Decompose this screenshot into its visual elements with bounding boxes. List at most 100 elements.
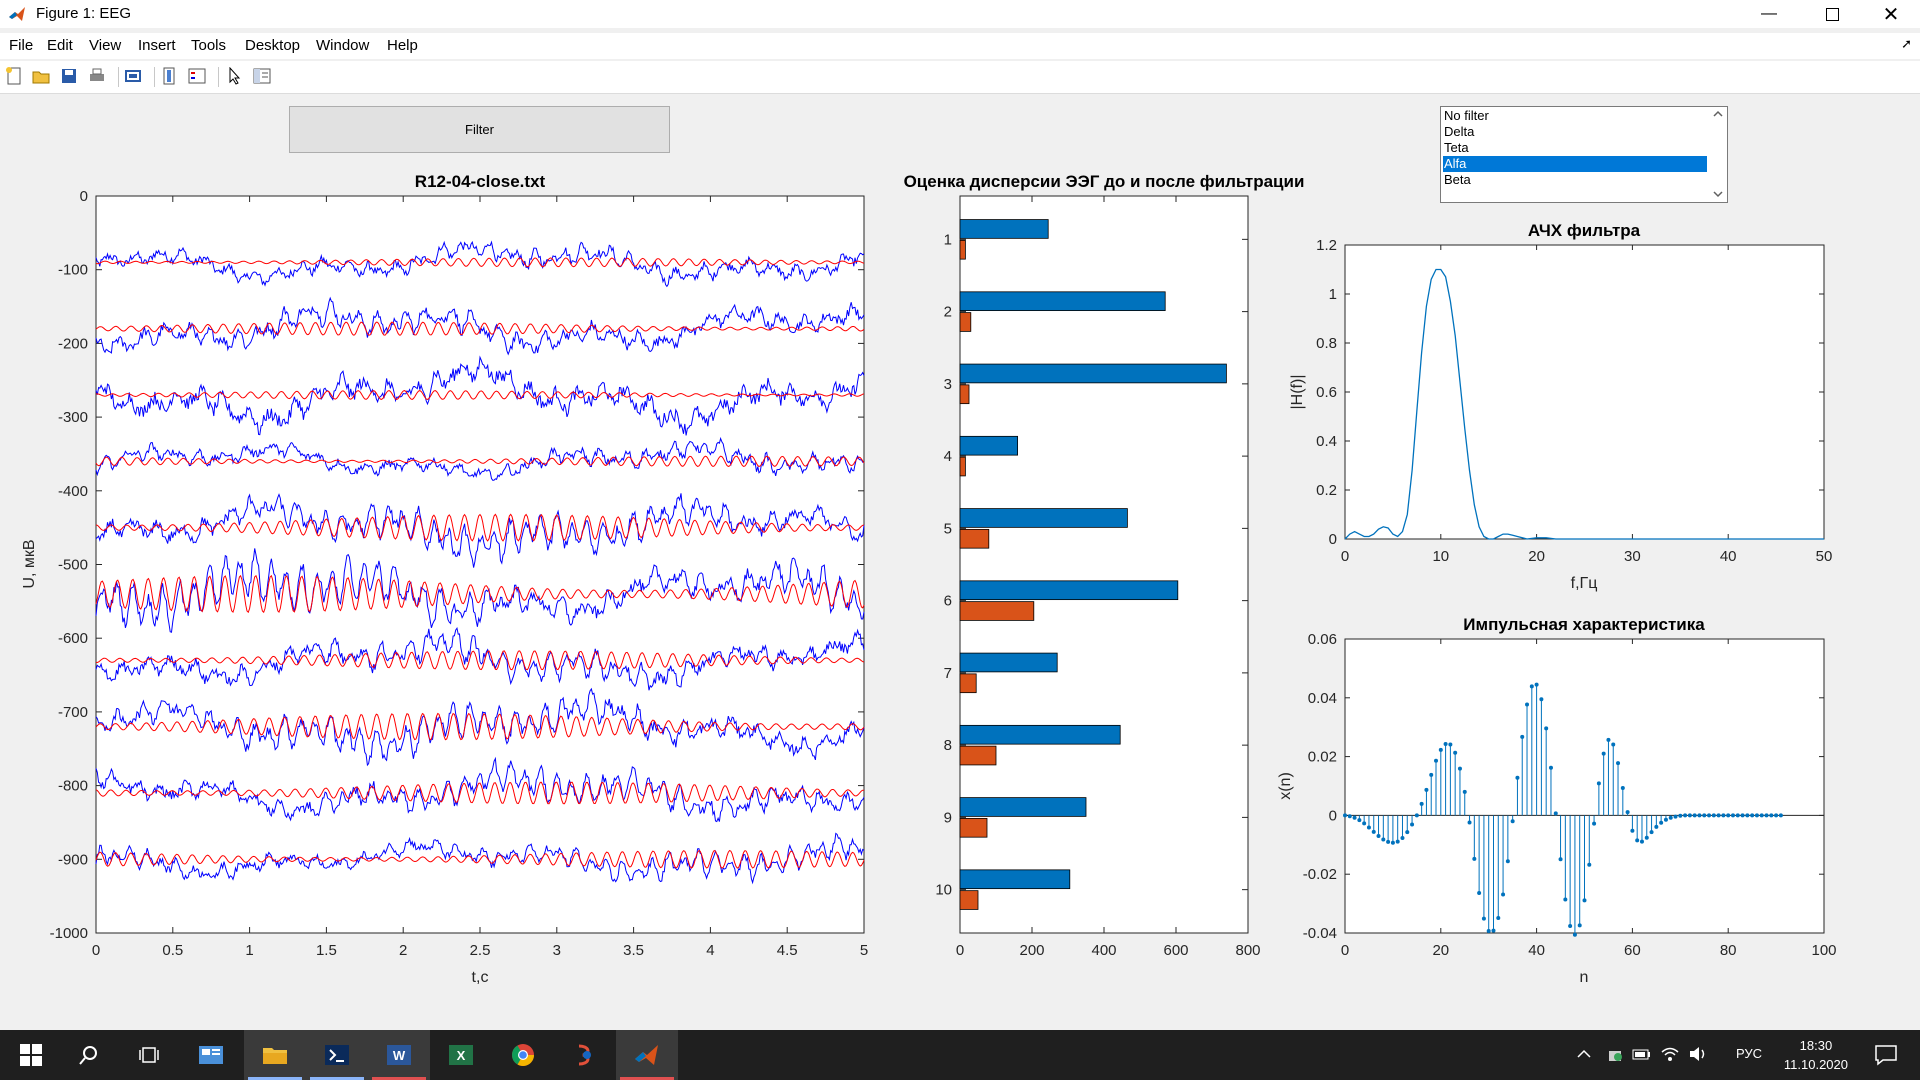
listbox-option-delta[interactable]: Delta <box>1444 124 1475 139</box>
excel-icon[interactable]: X <box>430 1030 492 1080</box>
variance-category-label: 9 <box>944 809 952 826</box>
impulse-response-marker <box>1778 813 1783 818</box>
word-icon[interactable]: W <box>368 1030 430 1080</box>
task-view-icon[interactable] <box>118 1030 180 1080</box>
impulse-response-marker <box>1386 839 1391 844</box>
print-icon[interactable] <box>86 65 108 87</box>
eeg-filtered-trace <box>95 390 865 400</box>
impulse-response-xlabel: n <box>1580 969 1589 986</box>
eeg-raw-trace <box>95 240 865 288</box>
impulse-response-marker <box>1601 751 1606 756</box>
listbox-option-no-filter[interactable]: No filter <box>1444 108 1489 123</box>
legend-icon[interactable] <box>186 65 208 87</box>
impulse-response-marker <box>1774 813 1779 818</box>
impulse-response-ylabel: x(n) <box>1277 772 1294 800</box>
close-button[interactable]: ✕ <box>1862 0 1920 28</box>
eeg-x-tick-label: 5 <box>860 942 868 959</box>
news-icon[interactable] <box>180 1030 242 1080</box>
listbox-option-teta[interactable]: Teta <box>1444 140 1469 155</box>
listbox-scrollbar[interactable] <box>1710 107 1727 202</box>
freq-response-y-tick-label: 0.6 <box>1316 384 1337 401</box>
impulse-response-marker <box>1711 813 1716 818</box>
impulse-response-marker <box>1745 813 1750 818</box>
listbox-option-alfa[interactable]: Alfa <box>1443 156 1707 172</box>
variance-category-label: 2 <box>944 304 952 321</box>
impulse-response-marker <box>1366 825 1371 830</box>
impulse-response-marker <box>1405 830 1410 835</box>
eeg-raw-trace <box>95 687 865 767</box>
impulse-response-x-tick-label: 100 <box>1811 942 1836 959</box>
open-file-icon[interactable] <box>30 65 52 87</box>
search-icon[interactable] <box>58 1030 120 1080</box>
impulse-response-marker <box>1424 787 1429 792</box>
windows-start-icon[interactable] <box>0 1030 62 1080</box>
impulse-response-y-tick-label: 0.04 <box>1308 690 1337 707</box>
volume-icon[interactable] <box>1688 1045 1708 1068</box>
impulse-response-x-tick-label: 40 <box>1528 942 1545 959</box>
impulse-response-marker <box>1663 817 1668 822</box>
variance-title: Оценка дисперсии ЭЭГ до и после фильтрац… <box>904 172 1305 191</box>
eeg-x-tick-label: 4 <box>706 942 714 959</box>
listbox-option-beta[interactable]: Beta <box>1444 172 1471 187</box>
minimize-button[interactable]: — <box>1740 0 1798 28</box>
notifications-icon[interactable] <box>1874 1044 1898 1071</box>
property-editor-icon[interactable] <box>251 65 273 87</box>
menu-desktop[interactable]: Desktop <box>245 37 301 54</box>
menu-help[interactable]: Help <box>387 37 418 54</box>
impulse-response-marker <box>1371 829 1376 834</box>
impulse-response-y-tick-label: -0.02 <box>1303 866 1337 883</box>
impulse-response-marker <box>1558 857 1563 862</box>
freq-response-title: АЧХ фильтра <box>1528 221 1641 240</box>
chrome-icon[interactable] <box>492 1030 554 1080</box>
filter-button[interactable]: Filter <box>289 106 670 153</box>
clock-time: 18:30 <box>1799 1038 1833 1053</box>
impulse-response-marker <box>1529 684 1534 689</box>
freq-response-y-tick-label: 0.4 <box>1316 433 1337 450</box>
app-icon[interactable] <box>554 1030 616 1080</box>
matlab-icon[interactable] <box>616 1030 678 1080</box>
wifi-icon[interactable] <box>1660 1045 1680 1068</box>
impulse-response-marker <box>1577 923 1582 928</box>
menu-tools[interactable]: Tools <box>191 37 227 54</box>
impulse-response-x-tick-label: 60 <box>1624 942 1641 959</box>
impulse-response-marker <box>1702 813 1707 818</box>
menu-view[interactable]: View <box>89 37 122 54</box>
save-icon[interactable] <box>58 65 80 87</box>
new-figure-icon[interactable] <box>3 65 25 87</box>
file-explorer-icon[interactable] <box>244 1030 306 1080</box>
terminal-icon[interactable] <box>306 1030 368 1080</box>
menu-edit[interactable]: Edit <box>47 37 73 54</box>
variance-bar-before <box>959 291 1166 312</box>
variance-bar-before <box>959 869 1071 890</box>
impulse-response-marker <box>1750 813 1755 818</box>
impulse-response-marker <box>1611 742 1616 747</box>
impulse-response-marker <box>1515 775 1520 780</box>
pointer-icon[interactable] <box>224 65 246 87</box>
menu-insert[interactable]: Insert <box>138 37 176 54</box>
filter-listbox[interactable]: No filter Delta Teta Alfa Beta <box>1440 106 1728 203</box>
eeg-filtered-trace <box>95 321 865 336</box>
menu-file[interactable]: File <box>9 37 34 54</box>
menu-bar: File Edit View Insert Tools Desktop Wind… <box>0 33 1920 59</box>
security-icon[interactable] <box>1606 1045 1624 1068</box>
eeg-x-tick-label: 0.5 <box>162 942 183 959</box>
battery-icon[interactable] <box>1632 1046 1652 1067</box>
active-indicator <box>248 1077 302 1080</box>
freq-response-ticks: 0 10 20 30 40 50 0 0.2 0.4 0.6 0.8 1 1.2 <box>1316 237 1832 565</box>
variance-category-label: 10 <box>935 882 952 899</box>
eeg-filtered-trace <box>95 712 865 741</box>
maximize-button[interactable] <box>1803 0 1861 28</box>
eeg-x-tick-label: 2 <box>399 942 407 959</box>
variance-axes: 0 200 400 600 800 1 2 3 4 5 6 7 8 9 10 Оценка дисперси… <box>904 172 1305 959</box>
impulse-response-marker <box>1620 786 1625 791</box>
chevron-up-icon[interactable] <box>1576 1046 1592 1067</box>
impulse-response-marker <box>1644 835 1649 840</box>
language-indicator[interactable]: РУС <box>1735 1046 1762 1061</box>
colorbar-icon[interactable] <box>158 65 180 87</box>
print-preview-icon[interactable] <box>122 65 144 87</box>
dock-arrow-icon[interactable]: ➚ <box>1901 36 1912 51</box>
menu-window[interactable]: Window <box>316 37 370 54</box>
variance-bar-before <box>959 797 1087 817</box>
clock[interactable]: 18:30 11.10.2020 <box>1784 1036 1848 1074</box>
impulse-response-ticks: 0 20 40 60 80 100 0.06 0.04 0.02 0 -0.02 -0.04 <box>1303 631 1837 959</box>
